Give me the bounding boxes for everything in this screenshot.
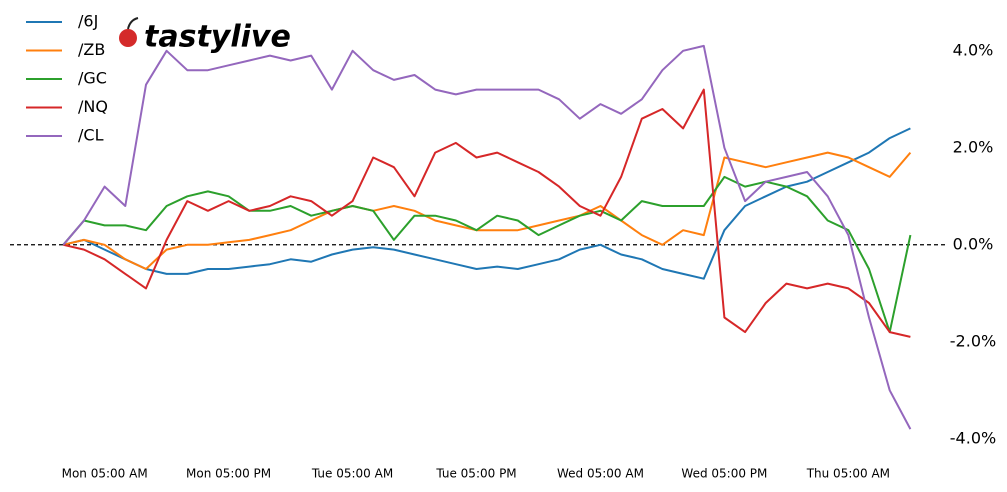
x-tick-label: Tue 05:00 PM: [435, 467, 516, 481]
logo-text: tastylive: [144, 20, 291, 55]
x-tick-label: Thu 05:00 AM: [806, 467, 890, 481]
x-tick-label: Wed 05:00 AM: [557, 467, 644, 481]
legend-label: /6J: [78, 12, 98, 31]
x-tick-label: Mon 05:00 AM: [62, 467, 148, 481]
y-tick-label: -4.0%: [950, 428, 996, 447]
y-tick-label: 0.0%: [953, 234, 994, 253]
logo-stem: [127, 17, 139, 30]
x-tick-label: Mon 05:00 PM: [186, 467, 271, 481]
series-line: [63, 88, 911, 338]
series-line: [63, 127, 911, 280]
logo: tastylive: [119, 17, 291, 55]
x-tick-label: Wed 05:00 PM: [681, 467, 767, 481]
series-line: [62, 44, 912, 430]
legend-label: /CL: [78, 126, 104, 145]
y-tick-label: 4.0%: [953, 40, 994, 59]
y-tick-label: -2.0%: [950, 331, 996, 350]
x-tick-label: Tue 05:00 AM: [311, 467, 393, 481]
series-line: [62, 175, 912, 334]
series-line: [63, 151, 912, 270]
legend-label: /GC: [78, 69, 107, 88]
legend-label: /NQ: [78, 97, 108, 116]
legend-label: /ZB: [78, 40, 105, 59]
y-tick-label: 2.0%: [953, 137, 994, 156]
logo-cherry: [119, 29, 137, 47]
